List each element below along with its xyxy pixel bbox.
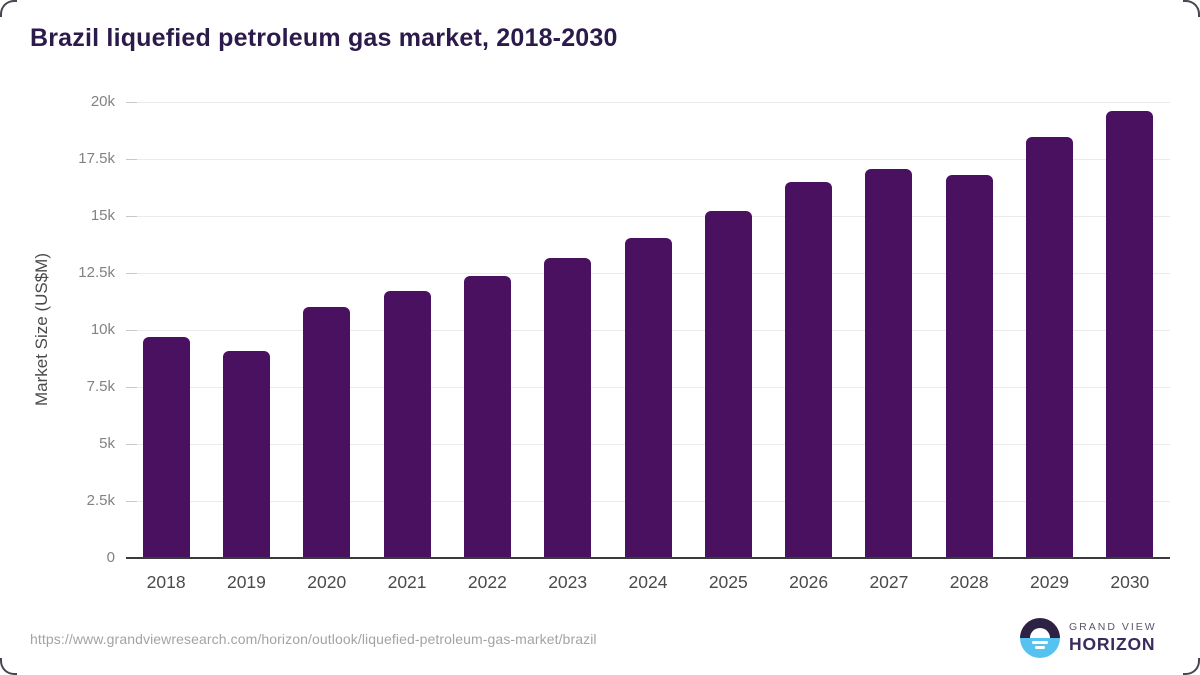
x-tick-label: 2026	[789, 572, 829, 592]
gridline	[126, 158, 1170, 160]
logo-sun-dome	[1030, 628, 1050, 638]
gridline	[126, 101, 1170, 103]
x-tick-label: 2020	[307, 572, 347, 592]
y-tick-label: 0	[106, 549, 115, 566]
rounded-corner-bottom-right	[1183, 658, 1200, 675]
gridline	[126, 215, 1170, 217]
y-tick-label: 17.5k	[78, 150, 115, 167]
brand-logo: GRAND VIEW HORIZON	[1020, 618, 1157, 658]
y-tick-label: 7.5k	[86, 378, 115, 395]
rounded-corner-bottom-left	[0, 658, 17, 675]
x-tick-label: 2025	[708, 572, 748, 592]
logo-horizon-line-2	[1035, 646, 1045, 649]
plot-area: 0 2.5k 5k 7.5k 10k 12.5k 15k 17.5k 20k 2018 2019 20…	[78, 93, 1170, 592]
bar	[303, 307, 351, 558]
bar	[1106, 111, 1154, 558]
x-tick-label: 2029	[1030, 572, 1069, 592]
bar	[945, 174, 993, 558]
x-tick-label: 2022	[467, 572, 507, 592]
logo-horizon-line-1	[1032, 641, 1048, 644]
bar	[624, 237, 672, 558]
y-tick-mark	[126, 443, 137, 445]
y-tick-mark	[126, 386, 137, 388]
y-tick-mark	[126, 215, 137, 217]
source-url: https://www.grandviewresearch.com/horizo…	[30, 631, 597, 647]
chart-title: Brazil liquefied petroleum gas market, 2…	[30, 24, 618, 52]
y-axis-title-text: Market Size (US$M)	[32, 253, 51, 407]
y-tick-mark	[126, 329, 137, 331]
x-tick-label: 2027	[869, 572, 909, 592]
x-tick-label: 2030	[1110, 572, 1150, 592]
bar	[785, 181, 833, 558]
x-tick-label: 2021	[387, 572, 427, 592]
y-tick-label: 10k	[90, 321, 115, 338]
rounded-corner-top-right	[1183, 0, 1200, 17]
y-tick-label: 20k	[90, 93, 115, 110]
bar	[704, 211, 752, 558]
y-tick-mark	[126, 272, 137, 274]
bar	[544, 258, 592, 558]
y-tick-mark	[126, 500, 137, 502]
bar	[383, 291, 431, 558]
x-tick-label: 2023	[548, 572, 588, 592]
logo-grand-view-text: GRAND VIEW	[1069, 621, 1157, 633]
bar	[222, 350, 270, 558]
x-tick-label: 2024	[628, 572, 668, 592]
x-tick-label: 2018	[146, 572, 186, 592]
x-tick-label: 2019	[226, 572, 266, 592]
bar	[463, 276, 511, 558]
y-tick-label: 12.5k	[78, 264, 115, 281]
bar	[865, 169, 913, 558]
logo-text: GRAND VIEW HORIZON	[1069, 621, 1157, 655]
logo-horizon-text: HORIZON	[1069, 634, 1156, 654]
rounded-corner-top-left	[0, 0, 17, 17]
x-tick-label: 2028	[949, 572, 989, 592]
y-axis-title: Market Size (US$M)	[32, 102, 52, 558]
bar	[142, 336, 190, 558]
x-axis-line	[126, 557, 1170, 559]
y-tick-label: 2.5k	[86, 492, 115, 509]
y-tick-label: 15k	[90, 207, 115, 224]
bar	[1026, 137, 1074, 558]
y-tick-label: 5k	[99, 435, 115, 452]
horizon-logo-icon	[1020, 618, 1060, 658]
y-tick-mark	[126, 158, 137, 160]
y-tick-mark	[126, 101, 137, 103]
